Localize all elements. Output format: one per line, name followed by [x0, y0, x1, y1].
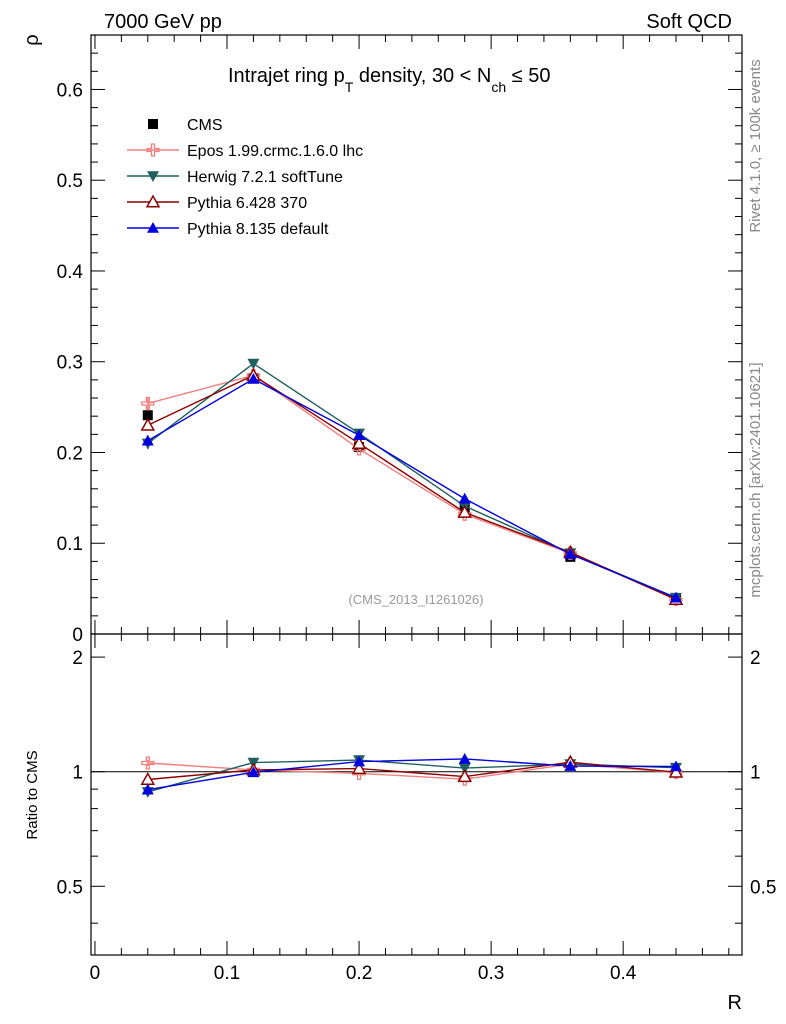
x-tick-label: 0.3	[478, 963, 504, 984]
marker-triangle-up	[564, 548, 577, 559]
series-line-pythia6	[147, 761, 677, 781]
ratio-y-tick-label-right: 0.5	[750, 877, 776, 898]
title-sub-ch: ch	[491, 79, 506, 95]
x-tick-label: 0.4	[610, 963, 637, 984]
mcplots-label: mcplots.cern.ch [arXiv:2401.10621]	[747, 362, 764, 597]
marker-triangle-up	[353, 429, 366, 441]
header-left: 7000 GeV pp	[104, 11, 222, 33]
marker-triangle-up	[141, 783, 154, 795]
marker-triangle-up	[458, 752, 471, 764]
legend: CMS Epos 1.99.crmc.1.6.0 lhc Herwig 7.2.1 …	[127, 117, 363, 238]
legend-label-pythia8: Pythia 8.135 default	[187, 221, 329, 238]
y-tick-label: 0.3	[57, 353, 83, 374]
marker-triangle-up	[247, 372, 260, 384]
marker-triangle-open	[457, 769, 472, 783]
x-tick-label: 0.1	[214, 963, 240, 984]
header-right: Soft QCD	[646, 11, 732, 33]
marker-triangle-up	[564, 760, 577, 771]
y-tick-label: 0.5	[57, 171, 83, 192]
legend-label-herwig: Herwig 7.2.1 softTune	[187, 169, 343, 186]
series-line-epos	[147, 374, 677, 601]
marker-cross	[141, 396, 155, 411]
marker-triangle-open	[351, 761, 367, 775]
legend-label-cms: CMS	[187, 117, 223, 134]
x-tick-label: 0.2	[346, 963, 372, 984]
marker-triangle-up	[247, 766, 260, 778]
marker-triangle-down	[147, 171, 159, 182]
marker-triangle-open	[140, 417, 156, 431]
y-tick-label: 0.2	[57, 443, 83, 464]
marker-cross	[146, 143, 160, 157]
ratio-y-tick-label: 1	[72, 763, 83, 784]
series-line-pythia8	[147, 758, 676, 791]
x-tick-label: 0	[90, 963, 101, 984]
marker-cross	[141, 756, 155, 770]
series-line-pythia6	[147, 374, 677, 601]
ratio-y-tick-label-right: 2	[750, 648, 761, 669]
title-sub-t: T	[345, 79, 354, 95]
marker-triangle-open	[457, 504, 472, 518]
ratio-plot-frame	[90, 633, 743, 956]
title-part-1: Intrajet ring p	[228, 65, 345, 87]
y-tick-label: 0	[72, 625, 83, 646]
marker-triangle-down	[458, 763, 471, 775]
marker-triangle-up	[669, 760, 682, 772]
series-line-herwig	[147, 362, 677, 599]
title-part-2: density, 30 < N	[353, 65, 491, 87]
ratio-y-tick-label: 0.5	[57, 877, 83, 898]
series-line-herwig	[147, 759, 676, 793]
y-axis-label-main: ρ	[21, 34, 43, 45]
y-axis-label-ratio: Ratio to CMS	[24, 750, 41, 839]
legend-label-pythia6: Pythia 6.428 370	[187, 195, 307, 212]
title-part-3: ≤ 50	[506, 65, 550, 87]
marker-square	[142, 410, 153, 421]
marker-triangle-up	[141, 434, 154, 446]
legend-label-epos: Epos 1.99.crmc.1.6.0 lhc	[187, 143, 363, 160]
y-tick-label: 0.4	[57, 262, 84, 283]
marker-triangle-open	[668, 764, 684, 778]
ratio-y-tick-label-right: 1	[750, 763, 761, 784]
series-line-pythia8	[147, 378, 677, 599]
x-axis-label: R	[728, 992, 742, 1014]
marker-square	[148, 119, 158, 129]
marker-triangle-up	[147, 222, 159, 233]
rivet-label: Rivet 4.1.0, ≥ 100k events	[747, 59, 764, 232]
marker-triangle-up	[669, 591, 682, 603]
ratio-plot: 0 0.1 0.2 0.3 0.4 0.5 0.5 1 1 2 2	[57, 633, 776, 984]
ratio-y-tick-label: 2	[72, 648, 83, 669]
chart-title: Intrajet ring pT density, 30 < Nch ≤ 50	[228, 65, 550, 95]
marker-triangle-open	[145, 194, 161, 208]
marker-triangle-down	[247, 358, 260, 370]
marker-triangle-up	[458, 492, 471, 504]
marker-triangle-open	[351, 435, 367, 449]
y-tick-label: 0.6	[57, 80, 83, 101]
main-plot: 0 0.1 0.2 0.3 0.4 0.5 0.6	[57, 34, 743, 646]
marker-triangle-up	[353, 755, 366, 767]
watermark: (CMS_2013_I1261026)	[348, 592, 483, 607]
y-tick-label: 0.1	[57, 534, 83, 555]
